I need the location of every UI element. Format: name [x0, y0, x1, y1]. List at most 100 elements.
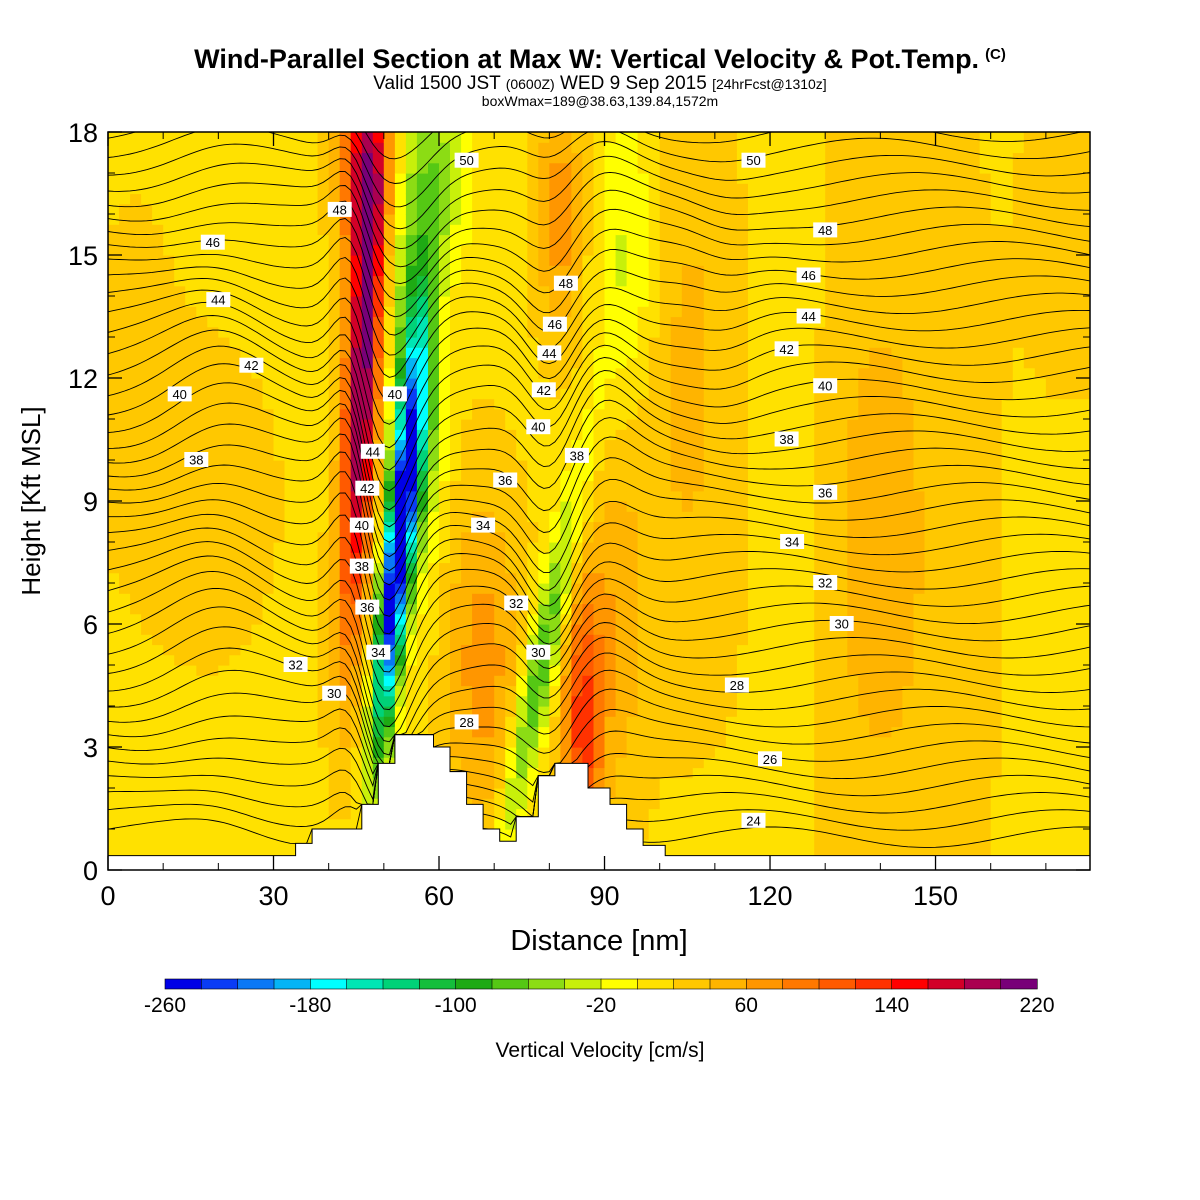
field-cell — [814, 788, 826, 799]
field-cell — [317, 706, 330, 717]
field-cell — [251, 275, 263, 287]
field-cell — [659, 839, 672, 851]
field-cell — [659, 193, 672, 205]
field-cell — [141, 439, 153, 451]
field-cell — [759, 521, 771, 533]
field-cell — [483, 685, 495, 697]
field-cell — [306, 818, 319, 830]
field-cell — [615, 542, 628, 553]
field-cell — [604, 685, 617, 697]
field-cell — [295, 224, 308, 236]
field-cell — [836, 583, 848, 594]
field-cell — [703, 419, 716, 430]
field-cell — [273, 521, 286, 533]
field-cell — [339, 695, 352, 707]
field-cell — [560, 706, 572, 717]
field-cell — [681, 439, 694, 451]
field-cell — [538, 306, 550, 318]
field-cell — [196, 173, 208, 184]
field-cell — [825, 326, 837, 338]
field-cell — [317, 675, 330, 687]
field-cell — [792, 552, 804, 564]
field-cell — [295, 173, 308, 184]
field-cell — [306, 347, 319, 359]
field-cell — [141, 726, 153, 738]
field-cell — [273, 757, 286, 769]
field-cell — [858, 511, 870, 523]
field-cell — [119, 173, 131, 184]
field-cell — [847, 654, 859, 666]
field-cell — [560, 654, 572, 666]
field-cell — [549, 665, 561, 676]
field-cell — [339, 531, 352, 543]
field-cell — [615, 644, 628, 656]
field-cell — [461, 244, 473, 256]
field-cell — [582, 224, 594, 236]
field-cell — [141, 542, 153, 553]
field-cell — [295, 490, 308, 502]
field-cell — [130, 552, 142, 564]
field-cell — [748, 244, 760, 256]
field-cell — [472, 665, 484, 676]
field-cell — [141, 357, 153, 369]
field-cell — [394, 296, 407, 307]
field-cell — [372, 378, 385, 389]
field-cell — [461, 593, 473, 605]
field-cell — [759, 572, 771, 584]
field-cell — [494, 347, 506, 359]
field-cell — [350, 152, 363, 164]
field-cell — [152, 695, 164, 707]
field-cell — [284, 788, 297, 799]
field-cell — [450, 695, 462, 707]
field-cell — [781, 716, 793, 728]
field-cell — [516, 624, 528, 635]
field-cell — [703, 624, 716, 635]
field-cell — [350, 808, 363, 820]
field-cell — [858, 306, 870, 318]
field-cell — [781, 511, 793, 523]
field-cell — [670, 162, 683, 174]
field-cell — [792, 644, 804, 656]
field-cell — [361, 747, 374, 758]
field-cell — [858, 265, 870, 277]
field-cell — [273, 747, 286, 758]
field-cell — [527, 583, 539, 594]
field-cell — [825, 429, 837, 441]
field-cell — [814, 285, 826, 297]
field-cell — [836, 511, 848, 523]
field-cell — [792, 193, 804, 205]
field-cell — [571, 378, 583, 389]
field-cell — [659, 460, 672, 471]
field-cell — [560, 460, 572, 471]
field-cell — [284, 357, 297, 369]
field-cell — [295, 460, 308, 471]
field-cell — [328, 470, 341, 482]
field-cell — [681, 398, 694, 410]
field-cell — [163, 173, 175, 184]
field-cell — [714, 675, 727, 687]
field-cell — [339, 788, 352, 799]
field-cell — [759, 378, 771, 389]
field-cell — [659, 736, 672, 748]
field-cell — [781, 675, 793, 687]
field-cell — [119, 408, 131, 420]
field-cell — [869, 726, 881, 738]
field-cell — [858, 490, 870, 502]
field-cell — [527, 183, 539, 195]
field-cell — [814, 296, 826, 307]
field-cell — [428, 173, 440, 184]
field-cell — [306, 777, 319, 789]
field-cell — [251, 511, 263, 523]
field-cell — [416, 398, 429, 410]
field-cell — [858, 285, 870, 297]
field-cell — [770, 193, 782, 205]
field-cell — [803, 347, 815, 359]
field-cell — [659, 275, 672, 287]
field-cell — [725, 665, 738, 676]
field-cell — [803, 685, 815, 697]
field-cell — [130, 142, 142, 154]
field-cell — [681, 644, 694, 656]
field-cell — [505, 337, 517, 348]
field-cell — [273, 654, 286, 666]
field-cell — [174, 398, 186, 410]
